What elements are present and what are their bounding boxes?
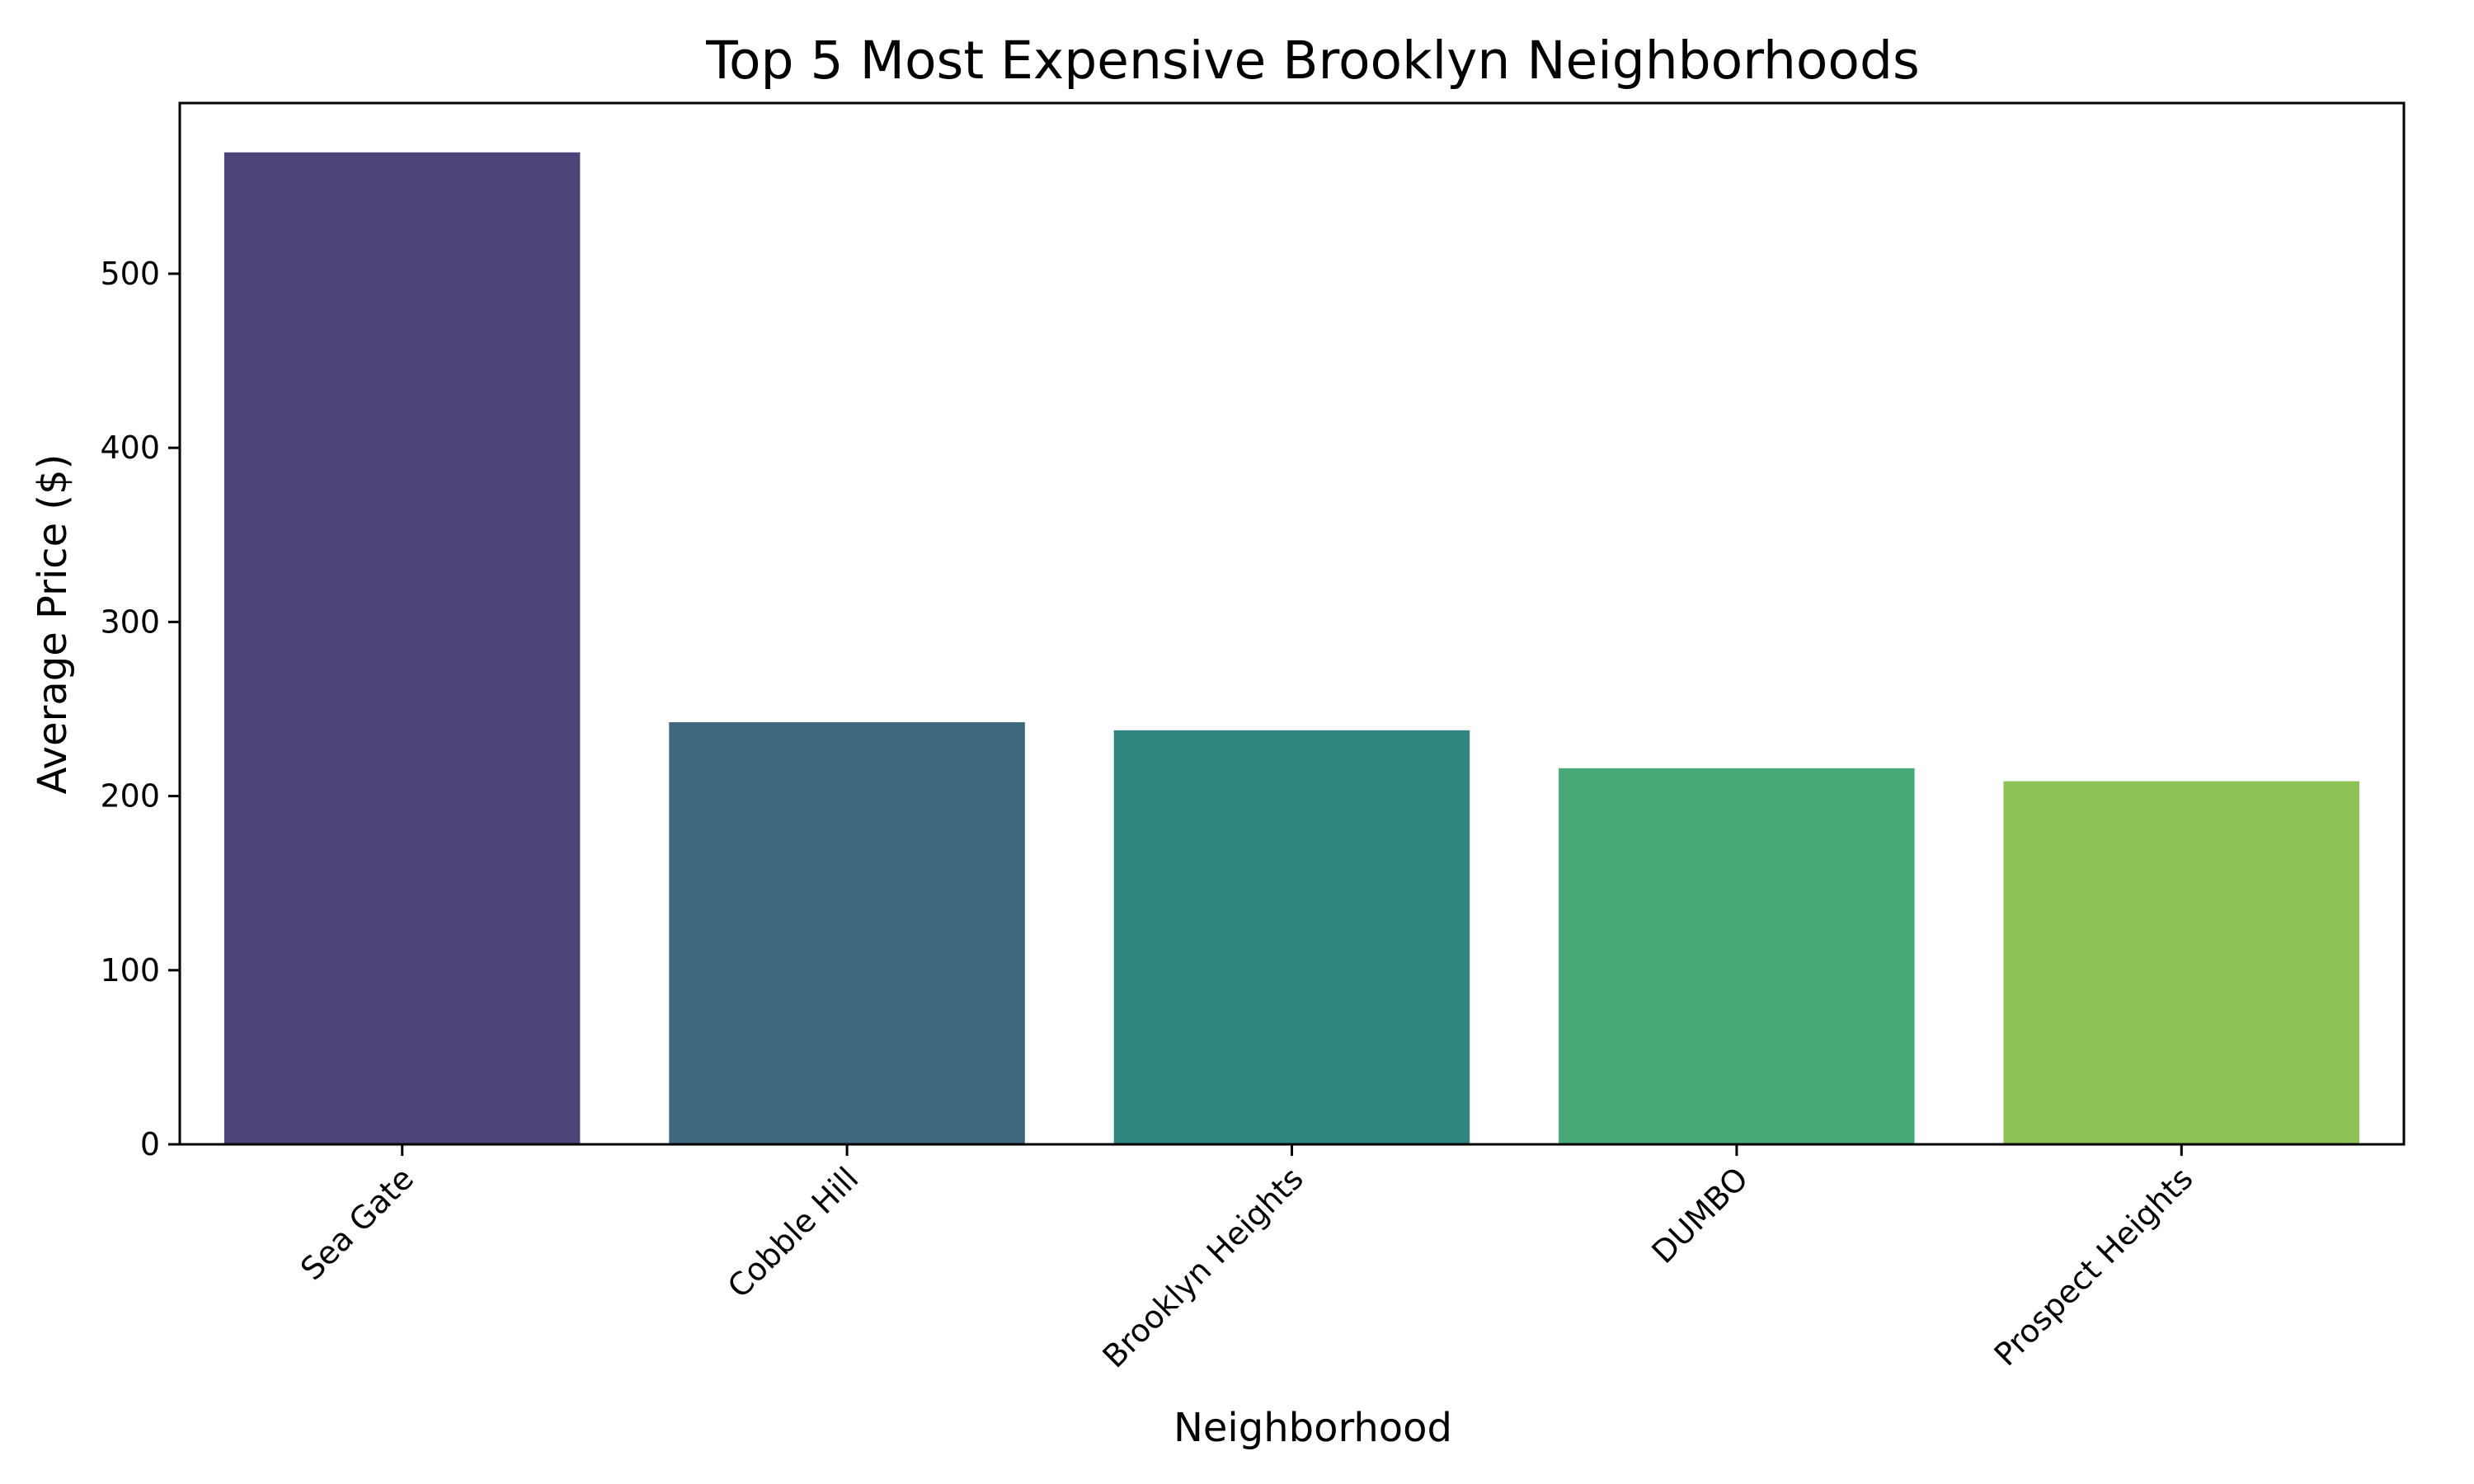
- bar-cobble-hill: [669, 722, 1025, 1144]
- bar-brooklyn-heights: [1113, 730, 1470, 1144]
- y-tick-label: 0: [140, 1126, 160, 1162]
- x-tick-label: Brooklyn Heights: [1096, 1160, 1310, 1374]
- y-axis-label: Average Price ($): [30, 454, 76, 795]
- y-axis: 0 100 200 300 400 500: [100, 256, 180, 1162]
- y-tick-label: 100: [100, 952, 160, 989]
- x-tick-label: Sea Gate: [294, 1160, 421, 1287]
- bar-dumbo: [1559, 768, 1915, 1144]
- bars: [223, 152, 2359, 1144]
- plot-area: [178, 101, 2406, 1146]
- y-tick-label: 400: [100, 430, 160, 466]
- bar-sea-gate: [223, 152, 581, 1144]
- y-tick-label: 500: [100, 256, 160, 292]
- y-tick-label: 300: [100, 603, 160, 640]
- x-axis-label: Neighborhood: [1174, 1405, 1452, 1451]
- x-tick-label: Prospect Heights: [1987, 1160, 2200, 1373]
- x-tick-label: Cobble Hill: [721, 1160, 866, 1305]
- chart-title: Top 5 Most Expensive Brooklyn Neighborho…: [705, 31, 1920, 91]
- x-axis: Sea Gate Cobble Hill Brooklyn Heights DUMBO…: [294, 1144, 2200, 1374]
- y-tick-label: 200: [100, 778, 160, 815]
- x-tick-label: DUMBO: [1644, 1160, 1755, 1270]
- bar-prospect-heights: [2003, 781, 2359, 1144]
